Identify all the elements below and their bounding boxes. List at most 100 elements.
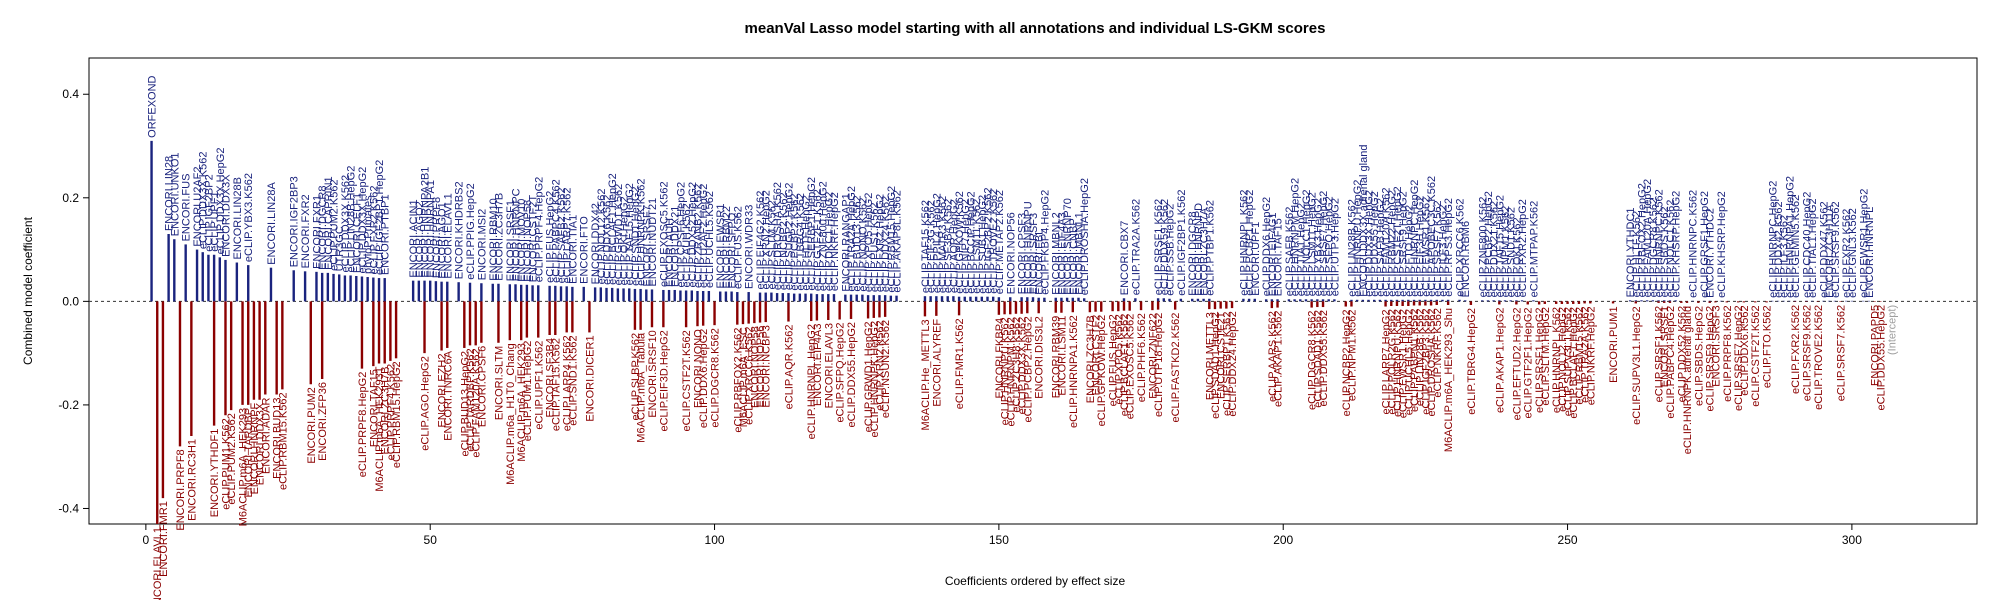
positive-label: eCLIP.EIF3H.HepG2 [1415,196,1427,297]
positive-label: eCLIP.BCCIP.HepG2 [965,191,977,293]
negative-label: eCLIP.SLBP.K562 [630,333,642,421]
positive-label: ENCORI.TIA1 [567,215,579,284]
positive-label: eCLIP.SRSF1.K562 [1153,199,1165,295]
positive-label: eCLIP.LSM11.HepG2 [1307,192,1319,296]
y-tick-label: 0.0 [62,294,79,308]
negative-label: ENCORI.ZFP36 [317,382,329,461]
positive-label: eCLIP.GTF2F1.K562 [812,189,824,291]
positive-label: ENCORI.FXR1 [311,195,323,269]
positive-label: eCLIP.PCBP1.HepG2 [1244,190,1256,296]
positive-label: ENCORI.MBNL1 [1073,212,1085,295]
negative-label: ENCORI.NCBP3 [761,325,773,408]
positive-label: eCLIP.BCLAF1.HepG2 [607,173,619,285]
positive-label: eCLIP.TRA2A.HepG2 [846,186,858,292]
positive-label: ENCORI.CPSF3 [1017,213,1029,294]
positive-label: ENCORI.YTHDC1 [1625,207,1637,297]
positive-label: eCLIP.DDX47.K562 [1818,201,1830,297]
positive-label: eCLIP.METAP2.K562 [994,190,1006,294]
positive-label: eCLIP.APOBEC3C.K562 [1426,176,1438,297]
positive-label: ENCORI.RBM6 [1460,221,1472,297]
negative-label: eCLIP.DDX6.K562 [1739,305,1751,395]
positive-label: eCLIP.DROSHA.K562 [772,182,784,290]
positive-label: eCLIP.DDX3X.HepG2 [215,148,227,255]
positive-label: eCLIP.NPM1.K562 [1500,206,1512,298]
positive-label: ENCORI.SRSF1 [505,200,517,281]
negative-label: eCLIP.PABPN1.K562 [1409,308,1421,412]
positive-label: eCLIP.ILF3.K562 [1779,215,1791,298]
x-tick-label: 150 [989,533,1009,547]
positive-label: eCLIP.U2AF2.HepG2 [698,184,710,288]
positive-label: eCLIP.HNRNPU.HepG2 [1352,180,1364,297]
positive-label: eCLIP.UTP3.HepG2 [1329,198,1341,296]
x-axis: 0 50 100 150 200 250 300 [143,524,1862,547]
negative-label: eCLIP.DDX55.K562 [1318,310,1330,406]
positive-label: eCLIP.KHSRP.HepG2 [1716,191,1728,298]
negative-label: eCLIP.HNRNPL.HepG2 [806,324,818,439]
negative-label: eCLIP.EFTUD2.HepG2 [1511,307,1523,420]
negative-label: ENCORI.ZC3H7B [1085,315,1097,403]
negative-label: ENCORI.CSTF2T [1216,311,1228,399]
positive-label: eCLIP.PCBP2.K562 [789,194,801,291]
positive-label: eCLIP.TROVE2.K562 [988,189,1000,294]
negative-label: eCLIP.RBM15.K562 [277,392,289,490]
negative-label: ENCORI.PRPF8 [175,449,187,530]
positive-label: eCLIP.NOLC1.HepG2 [1301,189,1313,296]
negative-label: ENCORI.PUM2 [306,387,318,463]
positive-label: ORFEXOND [147,75,159,137]
x-tick-label: 250 [1558,533,1578,547]
negative-label: ENCORI.ELAVL3 [823,323,835,408]
positive-label: ENCORI.TAF15 [1273,218,1285,296]
negative-label: eCLIP.PUM1.K562 [220,418,232,510]
positive-label: ENCORI.SFPQ [727,212,739,288]
positive-label: ENCORI.IGF2BP3 [289,176,301,267]
negative-label: eCLIP.LIN28B.K562 [1415,308,1427,406]
positive-label: ENCORI.CNBP [1068,218,1080,294]
positive-label: eCLIP.MTPAP.K562 [1528,201,1540,298]
positive-label: ENCORI.DDX21 [670,206,682,287]
negative-label: eCLIP.PABPC4.HepG2 [1665,306,1677,419]
negative-label: ENCORI.PAPD5 [1870,305,1882,386]
positive-label: eCLIP.PRPF4.HepG2 [533,177,545,283]
negative-label: ENCORI.YTHDF1 [209,429,221,518]
negative-label: eCLIP.UPF1.K562 [533,341,545,430]
negative-label: eCLIP.NOL12.HepG2 [1557,307,1569,412]
positive-label: eCLIP.EWSR1.HepG2 [1858,189,1870,298]
positive-label: ENCORI.LIN28A [266,182,278,265]
positive-label: ENCORI.AGO2 [414,201,426,277]
positive-label: eCLIP.DDX6.K562 [601,195,613,285]
negative-label: M6ACLIP.m6A_ESC [738,327,750,427]
positive-label: phyloP.Primates [363,195,375,274]
positive-label: eCLIP.QKI.HepG2 [619,196,631,285]
positive-label: ENCORI.ZC3H7B [493,193,505,281]
negative-label: eCLIP.FAM120A.K562 [471,348,483,457]
positive-label: eCLIP.TIA1.HepG2 [1295,203,1307,296]
positive-label: eCLIP.DDX3X.HepG2 [1364,190,1376,297]
positive-label: eCLIP.HLTF.K562 [1631,211,1643,297]
negative-label: eCLIP.RBFOX2.K562 [732,328,744,433]
negative-label: eCLIP.POLR2G.K562 [1386,309,1398,415]
negative-label: eCLIP.SRSF1.K562 [1654,306,1666,402]
negative-label: eCLIP.SND1.K562 [567,335,579,425]
negative-label: eCLIP.AQR.K562 [783,325,795,410]
negative-label: eCLIP.DDX55.HepG2 [1875,305,1887,411]
negative-label: eCLIP.SRSF1.HepG2 [1534,307,1546,413]
positive-label: eCLIP.SRSF7.HepG2 [1318,191,1330,297]
negative-label: ENCORI.SRSF1 [1659,306,1671,387]
positive-label: eCLIP.HNRNPK.K562 [636,179,648,286]
positive-label: ENCORI.EIF4A3 [1056,212,1068,295]
positive-label: eCLIP.DDX52.HepG2 [687,182,699,288]
negative-label: M6ACLIP.m6A_HEK293 [238,408,250,526]
positive-label: ENCORI.HNRNPD [1193,203,1205,296]
positive-label: eCLIP.DDX59.K562 [1159,199,1171,295]
negative-label: eCLIP.SRSF9.HepG2 [1705,306,1717,412]
positive-label: eCLIP.PTBP1.K562 [1204,200,1216,296]
negative-label: eCLIP.FMR1.K562 [954,318,966,409]
positive-label: eCLIP.GEMIN5.K562 [1790,195,1802,298]
negative-label: ENCORI.FMR1 [158,501,170,577]
negative-label: eCLIP.HNRNPA1.K562 [1068,315,1080,428]
positive-label: eCLIP.SAFB.HepG2 [1375,198,1387,297]
positive-label: eCLIP.PPIL4.HepG2 [931,193,943,293]
positive-label: ENCORI.RANGAP1 [840,193,852,291]
negative-label: eCLIP.HNRNPM.K562 [1005,317,1017,426]
